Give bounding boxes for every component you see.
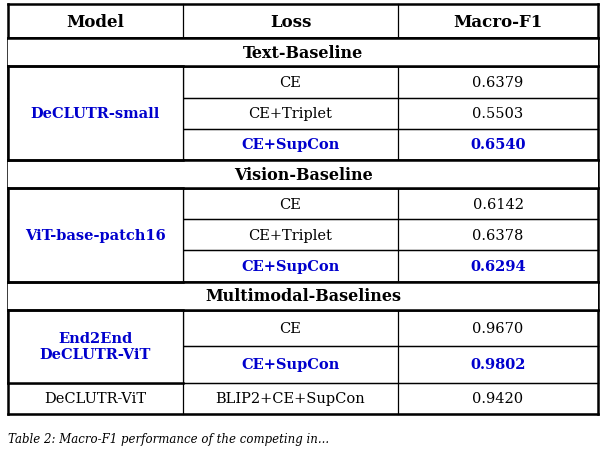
Text: CE: CE — [279, 321, 301, 335]
Text: BLIP2+CE+SupCon: BLIP2+CE+SupCon — [216, 392, 365, 405]
Text: Loss: Loss — [270, 14, 311, 31]
Text: 0.6142: 0.6142 — [473, 197, 524, 211]
Text: 0.6294: 0.6294 — [470, 259, 526, 274]
Text: CE+Triplet: CE+Triplet — [248, 107, 333, 121]
Text: 0.6379: 0.6379 — [472, 76, 524, 90]
Text: CE+SupCon: CE+SupCon — [241, 138, 339, 152]
Text: Macro-F1: Macro-F1 — [453, 14, 542, 31]
Text: CE+SupCon: CE+SupCon — [241, 358, 339, 372]
Text: End2End
DeCLUTR-ViT: End2End DeCLUTR-ViT — [40, 331, 151, 362]
Text: CE+Triplet: CE+Triplet — [248, 228, 333, 242]
Text: Text-Baseline: Text-Baseline — [243, 45, 363, 62]
Bar — [8, 67, 183, 161]
Text: 0.6378: 0.6378 — [472, 228, 524, 242]
Bar — [8, 189, 183, 282]
Text: 0.9670: 0.9670 — [472, 321, 524, 335]
Text: DeCLUTR-ViT: DeCLUTR-ViT — [44, 392, 147, 405]
Bar — [8, 161, 598, 189]
Text: CE+SupCon: CE+SupCon — [241, 259, 339, 274]
Text: CE: CE — [279, 197, 301, 211]
Text: 0.9420: 0.9420 — [473, 392, 524, 405]
Text: Multimodal-Baselines: Multimodal-Baselines — [205, 287, 401, 304]
Bar — [8, 310, 183, 383]
Text: 0.9802: 0.9802 — [470, 358, 526, 372]
Text: Vision-Baseline: Vision-Baseline — [234, 166, 372, 183]
Text: Table 2: Macro-F1 performance of the competing in...: Table 2: Macro-F1 performance of the com… — [8, 432, 329, 445]
Text: 0.6540: 0.6540 — [470, 138, 526, 152]
Text: ViT-base-patch16: ViT-base-patch16 — [25, 228, 166, 242]
Bar — [8, 39, 598, 67]
Text: Model: Model — [67, 14, 124, 31]
Bar — [8, 282, 598, 310]
Text: DeCLUTR-small: DeCLUTR-small — [31, 107, 160, 121]
Text: CE: CE — [279, 76, 301, 90]
Text: 0.5503: 0.5503 — [472, 107, 524, 121]
